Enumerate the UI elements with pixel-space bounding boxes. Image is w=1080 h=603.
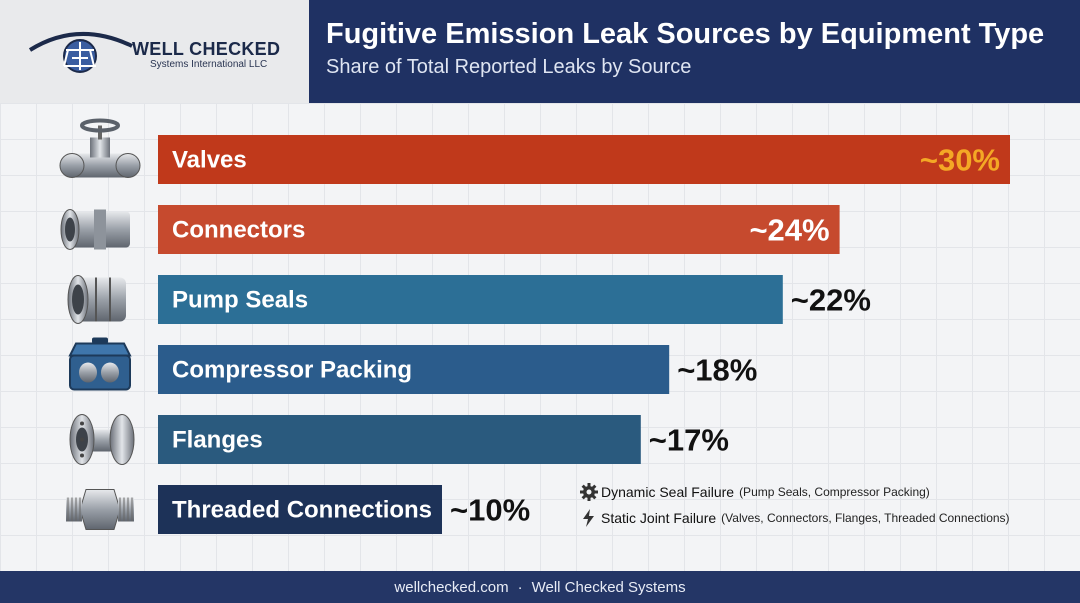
value-label-threaded-connections: ~10% <box>450 493 530 528</box>
bar-label-threaded-connections: Threaded Connections <box>172 497 432 524</box>
brand-subtitle: Systems International LLC <box>150 59 268 70</box>
gate-valve-icon <box>59 118 141 178</box>
compressor-box-icon <box>68 337 132 391</box>
chart-subtitle: Share of Total Reported Leaks by Source <box>326 56 692 78</box>
brand-name: WELL CHECKED <box>132 39 281 59</box>
footer-company: Well Checked Systems <box>531 578 686 596</box>
bar-label-flanges: Flanges <box>172 427 263 454</box>
legend-title-dynamic: Dynamic Seal Failure <box>601 484 735 500</box>
value-label-valves: ~30% <box>920 143 1000 178</box>
value-label-flanges: ~17% <box>649 423 729 458</box>
bar-label-connectors: Connectors <box>172 217 305 244</box>
bar-compressor-packing <box>158 345 670 394</box>
legend-item-dynamic: Dynamic Seal Failure (Pump Seals, Compre… <box>579 482 1010 502</box>
logo-panel: WELL CHECKED Systems International LLC <box>0 0 309 103</box>
lightning-icon <box>579 508 601 528</box>
bar-label-compressor-packing: Compressor Packing <box>172 357 412 384</box>
footer-separator: · <box>517 578 523 596</box>
chart-title: Fugitive Emission Leak Sources by Equipm… <box>326 18 1045 50</box>
bar-pump-seals <box>158 275 783 324</box>
bar-label-pump-seals: Pump Seals <box>172 287 308 314</box>
footer-website-link[interactable]: wellchecked.com <box>394 578 509 596</box>
footer: wellchecked.com · Well Checked Systems <box>0 571 1080 603</box>
bar-flanges <box>158 415 641 464</box>
bar-chart: Valves ~30% Connectors ~24% Pump Seals ~22% Co… <box>59 118 1010 534</box>
threaded-fitting-icon <box>66 489 134 530</box>
flange-icon <box>69 414 135 465</box>
bar-label-valves: Valves <box>172 147 247 174</box>
legend-item-static: Static Joint Failure (Valves, Connectors… <box>579 508 1010 528</box>
legend-title-static: Static Joint Failure <box>601 510 717 526</box>
value-label-pump-seals: ~22% <box>791 283 871 318</box>
company-logo-icon <box>28 31 133 73</box>
value-label-compressor-packing: ~18% <box>677 353 757 388</box>
legend-detail-static: (Valves, Connectors, Flanges, Threaded C… <box>721 511 1010 525</box>
bar-threaded-connections <box>158 485 442 534</box>
legend: Dynamic Seal Failure (Pump Seals, Compre… <box>579 482 1010 528</box>
value-label-connectors: ~24% <box>749 213 829 248</box>
title-panel: Fugitive Emission Leak Sources by Equipm… <box>309 0 1080 103</box>
bar-valves <box>158 135 1010 184</box>
pipe-connector-icon <box>60 209 130 250</box>
bar-connectors <box>158 205 840 254</box>
legend-detail-dynamic: (Pump Seals, Compressor Packing) <box>739 485 930 499</box>
pump-seal-icon <box>67 275 126 324</box>
gear-icon <box>579 482 601 502</box>
